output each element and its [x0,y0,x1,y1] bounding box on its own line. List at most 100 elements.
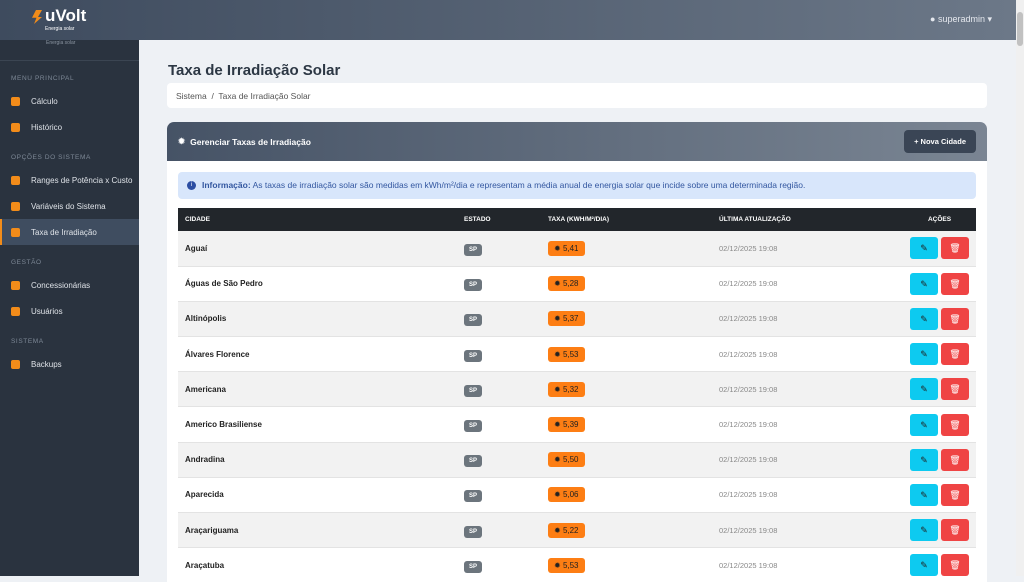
city-name: Americo Brasiliense [178,406,457,443]
delete-button[interactable]: 🗑 [941,307,969,330]
delete-button[interactable]: 🗑 [941,483,969,506]
state-badge: SP [464,349,483,362]
edit-button[interactable]: ✎ [910,554,938,577]
scrollbar-thumb[interactable] [1017,12,1023,46]
table-row: Altinópolis SP ✹ 5,37 02/12/2025 19:08 ✎… [178,301,976,338]
header-updated[interactable]: ÚLTIMA ATUALIZAÇÃO [712,208,896,231]
sun-icon: ✹ [554,243,561,253]
rate-badge: ✹ 5,22 [548,522,585,538]
sidebar-item-icon [11,175,20,185]
sidebar-item[interactable]: Backups [0,351,139,377]
sidebar-item-label: Variáveis do Sistema [31,201,106,211]
irradiation-card: ✹ Gerenciar Taxas de Irradiação + Nova Ci… [167,122,987,582]
delete-button[interactable]: 🗑 [941,237,969,260]
table-row: Araçatuba SP ✹ 5,53 02/12/2025 19:08 ✎ 🗑 [178,547,976,582]
sun-icon: ✹ [554,455,561,465]
page-title: Taxa de Irradiação Solar [168,62,341,79]
sidebar-item-label: Backups [31,359,62,369]
delete-button[interactable]: 🗑 [941,413,969,436]
city-name: Araçariguama [178,512,457,549]
rate-value: 5,06 [562,490,579,500]
breadcrumb-sistema[interactable]: Sistema [176,91,207,101]
sidebar-item-icon [11,122,20,132]
delete-button[interactable]: 🗑 [941,448,969,471]
city-name: Altinópolis [178,301,457,338]
updated-at: 02/12/2025 19:08 [712,266,896,302]
edit-button[interactable]: ✎ [910,519,938,542]
rate-badge: ✹ 5,53 [548,557,585,573]
sidebar-item[interactable]: Taxa de Irradiação [0,219,139,245]
edit-button[interactable]: ✎ [910,413,938,436]
user-icon: ● [929,14,936,24]
sidebar-item[interactable]: Cálculo [0,88,139,114]
cities-table: CIDADE ESTADO TAXA (KWH/M²/DIA) ÚLTIMA A… [178,208,976,582]
state-badge: SP [464,314,483,327]
city-name: Álvares Florence [178,336,457,373]
state-badge: SP [464,455,483,468]
rate-badge: ✹ 5,41 [548,240,585,256]
edit-button[interactable]: ✎ [910,272,938,295]
sun-icon: ✹ [554,525,561,535]
rate-value: 5,28 [562,279,579,289]
rate-value: 5,50 [562,455,579,465]
info-alert: i Informação: As taxas de irradiação sola… [178,172,976,199]
edit-button[interactable]: ✎ [910,343,938,366]
sidebar-item-label: Histórico [31,122,63,132]
rate-badge: ✹ 5,06 [548,487,585,503]
rate-badge: ✹ 5,39 [548,417,585,433]
state-badge: SP [464,420,483,433]
delete-button[interactable]: 🗑 [941,343,969,366]
header-state[interactable]: ESTADO [457,208,541,231]
rate-badge: ✹ 5,37 [548,311,585,327]
logo[interactable]: uVolt Energia solar [32,7,86,32]
sun-icon: ✹ [178,136,186,146]
sidebar-item-icon [11,227,20,237]
table-row: Álvares Florence SP ✹ 5,53 02/12/2025 19… [178,336,976,373]
sidebar-item-label: Cálculo [31,96,58,106]
delete-button[interactable]: 🗑 [941,272,969,295]
updated-at: 02/12/2025 19:08 [712,547,896,582]
edit-button[interactable]: ✎ [910,448,938,471]
sidebar-item[interactable]: Histórico [0,114,139,140]
edit-button[interactable]: ✎ [910,483,938,506]
edit-button[interactable]: ✎ [910,378,938,401]
sun-icon: ✹ [554,384,561,394]
sidebar-item[interactable]: Ranges de Potência x Custo [0,167,139,193]
delete-button[interactable]: 🗑 [941,378,969,401]
header-city[interactable]: CIDADE [178,208,457,231]
info-text: As taxas de irradiação solar são medidas… [252,180,806,190]
delete-button[interactable]: 🗑 [941,554,969,577]
sidebar-item[interactable]: Variáveis do Sistema [0,193,139,219]
sidebar-item-label: Taxa de Irradiação [31,227,97,237]
table-row: Andradina SP ✹ 5,50 02/12/2025 19:08 ✎ 🗑 [178,442,976,478]
user-menu[interactable]: ● superadmin ▾ [929,14,992,24]
new-city-button[interactable]: + Nova Cidade [904,130,976,153]
edit-button[interactable]: ✎ [910,307,938,330]
header-rate[interactable]: TAXA (KWH/M²/DIA) [541,208,712,231]
sidebar-item-icon [11,96,20,106]
table-row: Americana SP ✹ 5,32 02/12/2025 19:08 ✎ 🗑 [178,371,976,408]
sun-icon: ✹ [554,560,561,570]
rate-value: 5,41 [562,243,579,253]
sun-icon: ✹ [554,349,561,359]
sun-icon: ✹ [554,420,561,430]
logo-text: uVolt [45,6,87,25]
sidebar-item-label: Concessionárias [31,280,91,290]
sidebar-item-label: Ranges de Potência x Custo [31,175,133,185]
main-content: Taxa de Irradiação Solar Sistema / Taxa … [139,40,1016,582]
table-row: Águas de São Pedro SP ✹ 5,28 02/12/2025 … [178,266,976,302]
table-row: Aguaí SP ✹ 5,41 02/12/2025 19:08 ✎ 🗑 [178,231,976,267]
rate-value: 5,39 [562,420,579,430]
edit-button[interactable]: ✎ [910,237,938,260]
sidebar-item[interactable]: Usuários [0,298,139,324]
sidebar-item[interactable]: Concessionárias [0,272,139,298]
city-name: Águas de São Pedro [178,266,457,302]
updated-at: 02/12/2025 19:08 [712,406,896,443]
info-label: Informação: [202,180,251,190]
updated-at: 02/12/2025 19:08 [712,336,896,373]
city-name: Araçatuba [178,547,457,582]
breadcrumb-current: Taxa de Irradiação Solar [218,91,311,101]
delete-button[interactable]: 🗑 [941,519,969,542]
sidebar-section-title: OPÇÕES DO SISTEMA [11,154,91,161]
scrollbar[interactable] [1016,0,1024,576]
